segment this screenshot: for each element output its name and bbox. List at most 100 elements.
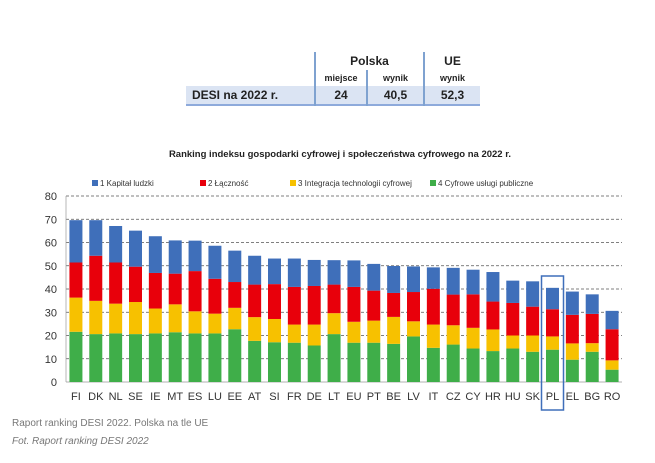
bar-segment-AT [248,317,262,341]
bar-segment-CZ [446,294,460,326]
bar-segment-HU [506,335,520,349]
bar-segment-NL [109,225,123,263]
bar-segment-ES [188,240,202,272]
bar-segment-HR [486,272,500,302]
y-tick-label: 0 [51,377,57,389]
x-tick-label: BE [386,391,401,403]
x-tick-label: IE [150,391,160,403]
bar-segment-EE [228,250,242,283]
bar-segment-BG [585,294,599,314]
x-tick-label: MT [167,391,183,403]
bar-segment-AT [248,255,262,285]
bar-segment-PL [546,287,559,310]
bar-segment-IT [426,347,440,382]
bar-segment-HU [506,280,520,303]
bar-segment-MT [168,273,182,305]
x-tick-label: AT [248,391,262,403]
x-tick-label: HR [485,391,501,403]
x-tick-label: BG [584,391,600,403]
y-tick-label: 60 [45,238,57,250]
bar-segment-AT [248,284,262,318]
bar-segment-DK [89,334,103,382]
x-tick-label: ES [188,391,203,403]
bar-segment-HU [506,302,520,336]
bar-segment-ES [188,311,202,334]
bar-segment-LU [208,333,222,382]
legend-swatch [430,180,436,186]
x-tick-label: RO [604,391,621,403]
bar-segment-EE [228,329,242,382]
bar-segment-LU [208,245,222,279]
caption-source: Fot. Raport ranking DESI 2022 [12,436,149,447]
bar-segment-IE [148,308,162,334]
bar-segment-SE [129,266,142,303]
bar-segment-PT [367,290,381,321]
bar-segment-DE [307,259,321,286]
bar-segment-FI [69,297,83,332]
bar-segment-SI [268,258,281,285]
caption-text: Raport ranking DESI 2022. Polska na tle … [12,418,209,429]
bar-segment-IE [148,272,162,309]
legend-swatch [290,180,296,186]
bar-segment-LV [407,292,420,322]
bar-segment-EL [565,343,579,360]
legend-label: 2 Łączność [208,179,248,188]
bar-segment-BE [387,265,401,293]
x-tick-label: EL [566,391,579,403]
bar-segment-EU [347,286,361,322]
bar-segment-EU [347,260,361,287]
bar-segment-SK [526,351,540,382]
bar-segment-LT [327,334,341,382]
y-tick-label: 50 [45,261,57,273]
x-tick-label: PL [546,391,559,403]
bar-segment-SI [268,284,281,319]
bar-segment-MT [168,332,182,382]
bar-segment-AT [248,340,262,382]
bar-segment-FR [287,258,301,287]
x-tick-label: CZ [446,391,461,403]
ue-wynik: 52,3 [423,86,480,105]
bar-segment-ES [188,333,202,382]
x-tick-label: PT [367,391,381,403]
bar-segment-BG [585,343,599,352]
bar-segment-BE [387,292,401,317]
bar-segment-FI [69,262,83,298]
bar-segment-NL [109,262,123,304]
bar-segment-SE [129,230,142,267]
bar-segment-IT [426,267,440,289]
x-tick-label: LV [407,391,420,403]
bar-segment-LV [407,336,420,382]
x-tick-label: SK [525,391,540,403]
bar-segment-DE [307,324,321,346]
bar-segment-CZ [446,344,460,382]
bar-segment-FI [69,220,83,263]
x-tick-label: LU [208,391,222,403]
bar-segment-RO [605,369,619,382]
bar-segment-CY [466,348,480,382]
bar-segment-RO [605,329,619,361]
bar-segment-NL [109,303,123,334]
bar-segment-LV [407,266,420,293]
y-tick-label: 40 [45,284,57,296]
bar-segment-DE [307,345,321,382]
bar-segment-PL [546,336,559,350]
x-tick-label: EE [227,391,242,403]
legend-swatch [200,180,206,186]
x-tick-label: HU [505,391,521,403]
legend-swatch [92,180,98,186]
bar-segment-MT [168,304,182,333]
bar-segment-FR [287,286,301,325]
x-tick-label: NL [109,391,123,403]
row-label: DESI na 2022 r. [192,88,279,102]
bar-segment-IT [426,288,440,325]
bar-segment-PL [546,309,559,337]
bar-segment-EL [565,359,579,382]
x-tick-label: IT [428,391,438,403]
x-tick-label: CY [465,391,481,403]
legend-label: 1 Kapitał ludzki [100,179,154,188]
bar-segment-IT [426,324,440,348]
bar-segment-LT [327,260,341,285]
bar-segment-SK [526,281,540,307]
chart-title: Ranking indeksu gospodarki cyfrowej i sp… [169,149,511,160]
